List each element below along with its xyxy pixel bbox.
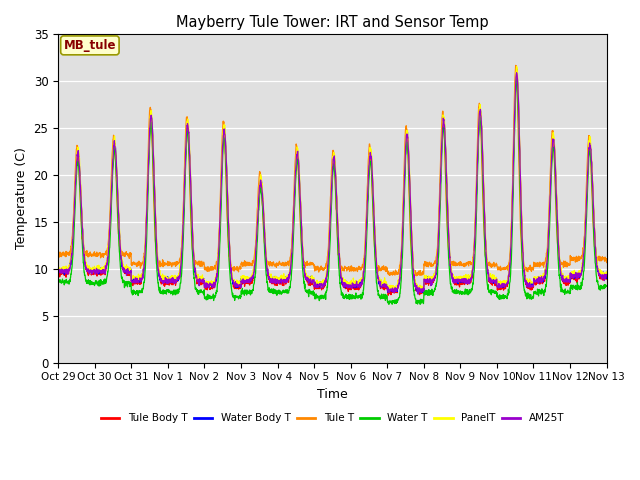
Title: Mayberry Tule Tower: IRT and Sensor Temp: Mayberry Tule Tower: IRT and Sensor Temp (176, 15, 489, 30)
Tule Body T (207, 284, 215, 290)
Tule Body T (492, 283, 500, 288)
Tule T (512, 62, 520, 68)
Tule T (54, 253, 62, 259)
Tule T (207, 267, 215, 273)
Tule Body T (570, 275, 578, 280)
AM25T (492, 280, 500, 286)
PanelT (555, 238, 563, 244)
Water Body T (555, 243, 563, 249)
Line: Tule Body T: Tule Body T (58, 75, 607, 295)
Water Body T (54, 270, 62, 276)
Water T (492, 290, 500, 296)
PanelT (492, 275, 500, 281)
Water Body T (207, 280, 215, 286)
Water T (555, 262, 563, 268)
Water T (54, 279, 62, 285)
Water T (385, 301, 393, 307)
AM25T (54, 269, 62, 275)
Line: Water T: Water T (58, 79, 607, 304)
Water T (360, 280, 368, 286)
PanelT (360, 262, 368, 268)
Tule Body T (603, 275, 611, 280)
Line: Water Body T: Water Body T (58, 69, 607, 293)
PanelT (603, 270, 611, 276)
Water Body T (570, 272, 578, 278)
Line: Tule T: Tule T (58, 65, 607, 276)
AM25T (360, 266, 368, 272)
Water Body T (348, 279, 356, 285)
Tule T (603, 260, 611, 265)
AM25T (603, 272, 611, 277)
Water T (570, 285, 578, 290)
Tule T (570, 254, 578, 260)
AM25T (555, 245, 563, 251)
PanelT (207, 278, 215, 284)
Tule T (555, 253, 563, 259)
Water Body T (492, 275, 500, 280)
Tule Body T (360, 266, 368, 272)
AM25T (414, 291, 422, 297)
Water T (513, 76, 521, 82)
Water T (348, 292, 356, 298)
Line: AM25T: AM25T (58, 72, 607, 294)
Water T (207, 296, 215, 301)
PanelT (385, 288, 392, 294)
Y-axis label: Temperature (C): Temperature (C) (15, 147, 28, 249)
AM25T (207, 282, 215, 288)
AM25T (513, 70, 520, 75)
Line: PanelT: PanelT (58, 67, 607, 291)
X-axis label: Time: Time (317, 388, 348, 401)
PanelT (570, 270, 578, 276)
Tule Body T (54, 272, 62, 278)
PanelT (54, 265, 62, 271)
Water Body T (603, 273, 611, 278)
Legend: Tule Body T, Water Body T, Tule T, Water T, PanelT, AM25T: Tule Body T, Water Body T, Tule T, Water… (100, 413, 564, 423)
Tule Body T (513, 72, 520, 78)
Water Body T (513, 66, 521, 72)
Water Body T (415, 290, 422, 296)
AM25T (570, 275, 578, 280)
Tule Body T (348, 284, 356, 290)
Tule Body T (555, 245, 563, 251)
Text: MB_tule: MB_tule (63, 39, 116, 52)
PanelT (513, 64, 520, 70)
Water T (603, 284, 611, 289)
PanelT (348, 282, 356, 288)
Tule T (348, 264, 356, 270)
Tule T (360, 257, 368, 263)
Water Body T (360, 266, 368, 272)
Tule T (492, 263, 500, 269)
AM25T (348, 284, 356, 290)
Tule T (413, 273, 420, 278)
Tule Body T (384, 292, 392, 298)
